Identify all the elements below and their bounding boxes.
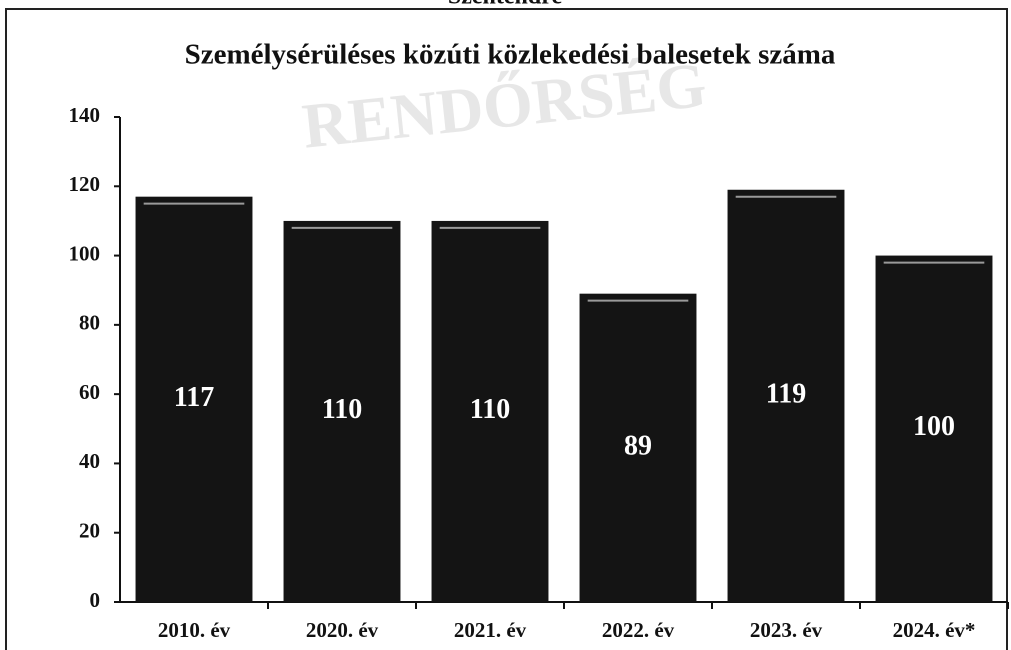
data-label: 100 (913, 411, 955, 442)
y-tick-label: 100 (69, 241, 101, 265)
bar (875, 255, 993, 603)
y-tick-label: 60 (79, 380, 100, 404)
bar (283, 220, 401, 602)
chart-title: Személysérüléses közúti közlekedési bale… (185, 39, 836, 71)
x-tick-label: 2021. év (454, 618, 527, 642)
bar (135, 196, 253, 602)
data-label: 117 (174, 382, 214, 413)
bar (579, 293, 697, 602)
bar (431, 220, 549, 602)
data-label: 119 (766, 378, 806, 409)
y-tick-label: 140 (69, 103, 101, 127)
x-tick-label: 2024. év* (893, 618, 976, 642)
x-tick-label: 2020. év (306, 618, 379, 642)
page-header: Szentendre (448, 0, 563, 10)
y-tick-label: 40 (79, 449, 100, 473)
x-tick-label: 2023. év (750, 618, 823, 642)
y-tick-label: 80 (79, 311, 100, 335)
x-tick-label: 2022. év (602, 618, 675, 642)
y-tick-label: 20 (79, 519, 100, 543)
x-tick-label: 2010. év (158, 618, 231, 642)
data-label: 89 (624, 430, 652, 461)
y-tick-label: 0 (90, 588, 101, 612)
bar (727, 189, 845, 602)
y-tick-label: 120 (69, 172, 101, 196)
data-label: 110 (322, 394, 362, 425)
data-label: 110 (470, 394, 510, 425)
